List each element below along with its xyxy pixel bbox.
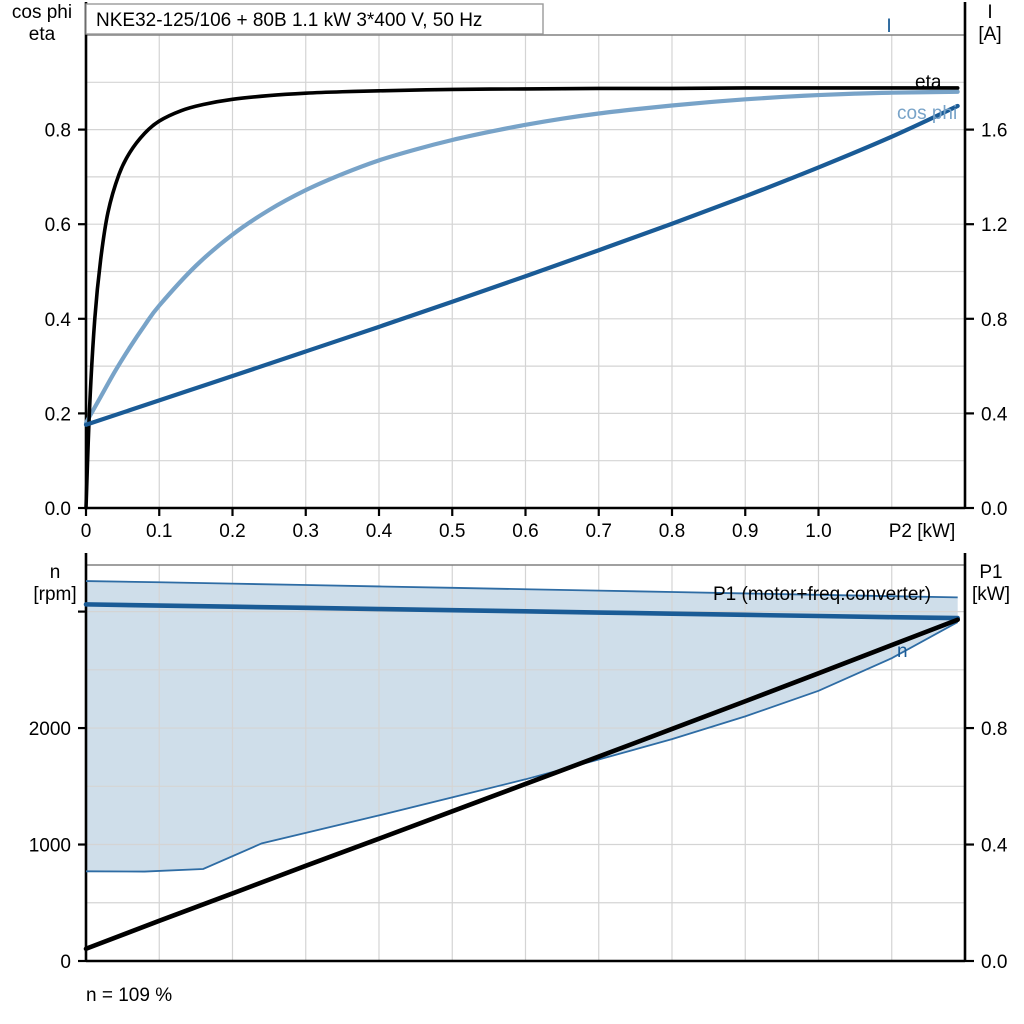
bottom-left-axis-title-line1: n [50, 562, 61, 583]
tick-label-left: 0.2 [45, 404, 71, 425]
tick-label-left: 0 [60, 952, 71, 973]
tick-label-bottom: 0 [81, 521, 92, 542]
top-chart: 0.0 0.2 0.4 0.6 0.8 0.0 0.4 0.8 1.2 1.6 0 0.1 0.2 0.3… [12, 2, 1008, 542]
current-curve-label: I [886, 16, 891, 37]
bottom-chart-ticks: 0 1000 2000 0.0 0.4 0.8 [29, 610, 1008, 973]
speed-curve [83, 602, 960, 621]
speed-percentage-note: n = 109 % [86, 985, 172, 1006]
top-left-axis-title-line2: eta [29, 24, 56, 45]
speed-operating-band [86, 581, 958, 872]
bottom-chart-gridlines [86, 565, 965, 961]
bottom-left-axis-title-line2: [rpm] [33, 584, 76, 605]
speed-curve-label: n [897, 641, 908, 662]
tick-label-bottom: 1.0 [805, 521, 831, 542]
input-power-curve-label: P1 (motor+freq.converter) [713, 584, 931, 605]
bottom-right-axis-title-line2: [kW] [972, 584, 1010, 605]
tick-label-bottom: 0.3 [293, 521, 319, 542]
chart-title-box [85, 3, 544, 35]
tick-label-left: 2000 [29, 719, 71, 740]
top-right-axis-title-line1: I [987, 2, 992, 23]
tick-label-left: 1000 [29, 836, 71, 857]
tick-label-left: 0.4 [45, 310, 72, 331]
tick-label-bottom: 0.9 [732, 521, 758, 542]
cos-phi-curve-label: cos phi [897, 103, 957, 124]
top-x-axis-title: P2 [kW] [889, 521, 956, 542]
tick-label-bottom: 0.1 [146, 521, 172, 542]
top-right-axis-title-line2: [A] [978, 24, 1001, 45]
eta-curve-label: eta [915, 72, 942, 93]
tick-label-bottom: 0.2 [219, 521, 245, 542]
tick-label-bottom: 0.4 [366, 521, 393, 542]
tick-label-right: 0.4 [981, 836, 1008, 857]
tick-label-left: 0.0 [45, 499, 71, 520]
tick-label-bottom: 0.7 [586, 521, 612, 542]
tick-label-bottom: 0.6 [512, 521, 538, 542]
tick-label-right: 1.2 [981, 215, 1007, 236]
band-upper-edge [85, 580, 958, 599]
bottom-chart: 0 1000 2000 0.0 0.4 0.8 n [rpm] P1 [kW] P1 (m… [29, 553, 1010, 1006]
top-chart-gridlines [86, 35, 965, 508]
tick-label-right: 0.8 [981, 719, 1007, 740]
tick-label-right: 0.0 [981, 499, 1007, 520]
tick-label-right: 0.0 [981, 952, 1007, 973]
tick-label-left: 0.8 [45, 121, 71, 142]
cos-phi-curve [83, 89, 960, 425]
top-left-axis-title-line1: cos phi [12, 2, 72, 23]
bottom-right-axis-title-line1: P1 [979, 562, 1002, 583]
tick-label-bottom: 0.5 [439, 521, 465, 542]
tick-label-left: 0.6 [45, 215, 71, 236]
tick-label-right: 1.6 [981, 121, 1007, 142]
top-chart-ticks: 0.0 0.2 0.4 0.6 0.8 0.0 0.4 0.8 1.2 1.6 0 0.1 0.2 0.3… [45, 121, 1008, 542]
chart-title: NKE32-125/106 + 80B 1.1 kW 3*400 V, 50 H… [96, 10, 482, 31]
input-power-curve [83, 617, 960, 952]
bottom-chart-frame [84, 553, 967, 963]
tick-label-right: 0.8 [981, 310, 1007, 331]
tick-label-right: 0.4 [981, 404, 1008, 425]
tick-label-bottom: 0.8 [659, 521, 685, 542]
eta-curve [84, 86, 960, 510]
current-curve [83, 103, 960, 427]
band-lower-edge [85, 621, 959, 873]
